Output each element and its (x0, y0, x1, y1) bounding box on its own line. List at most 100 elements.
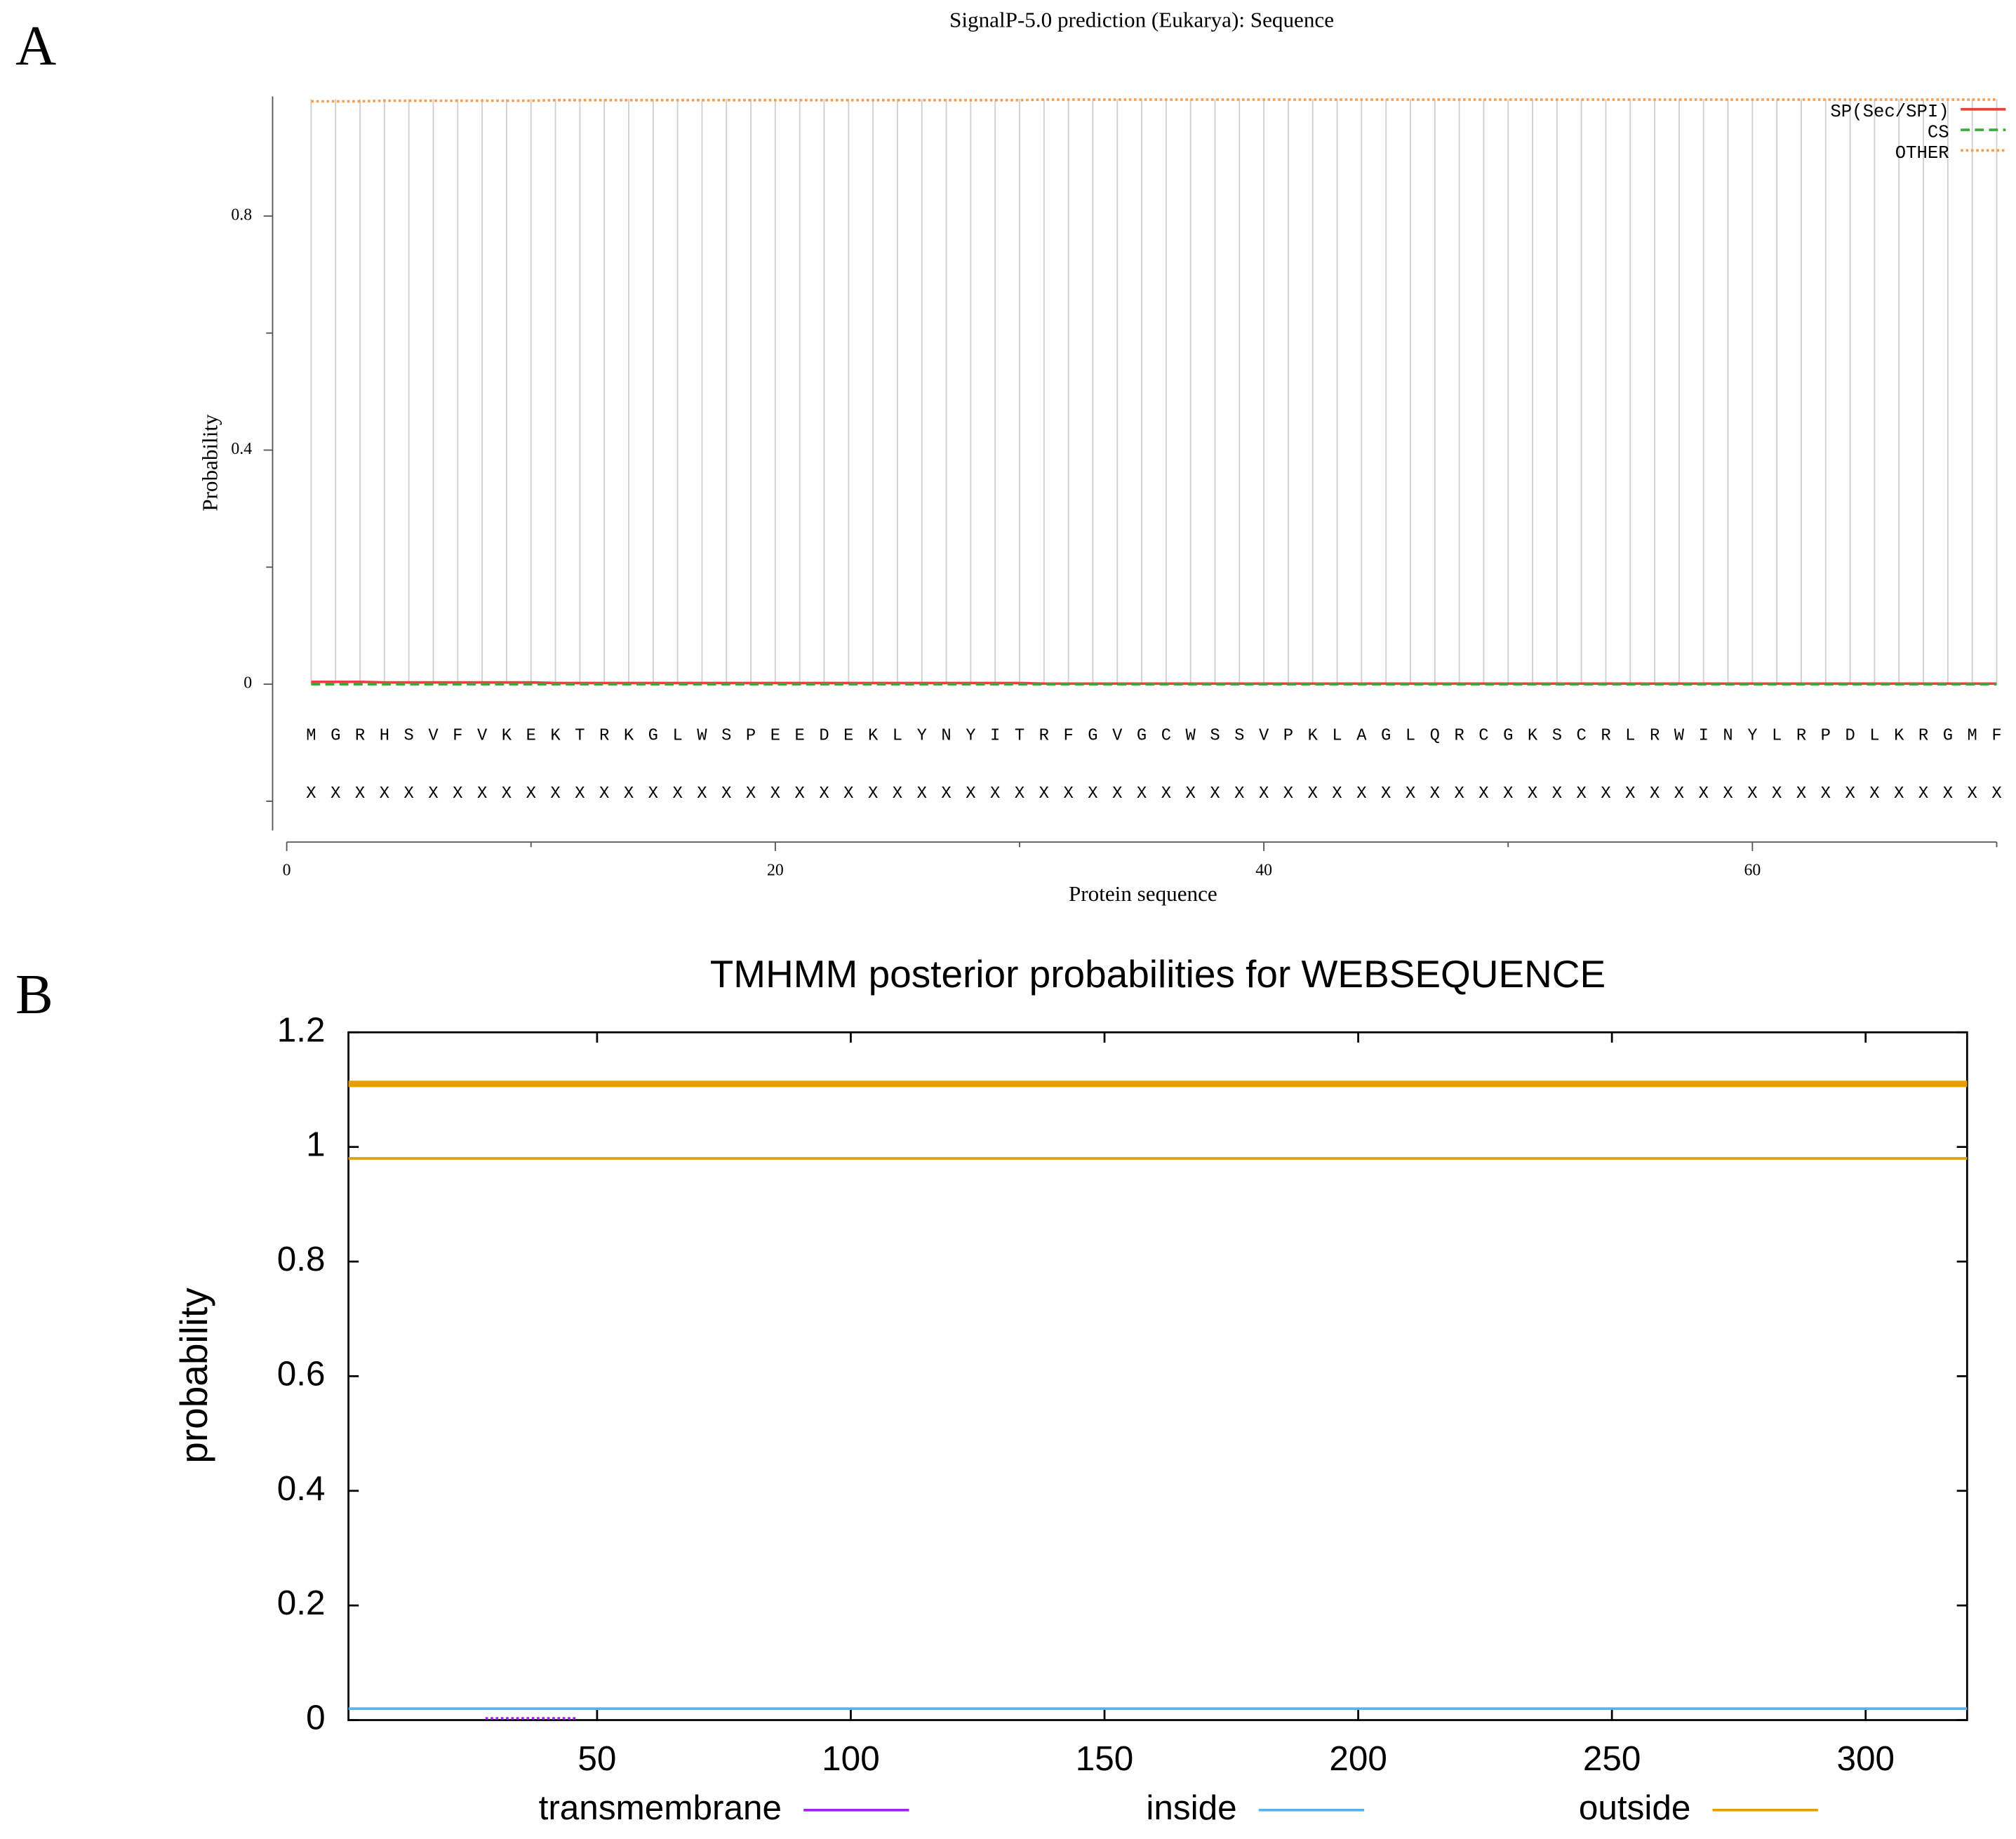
residue: G (648, 726, 658, 745)
series-line (311, 98, 1997, 103)
y-tick-label: 0.4 (231, 440, 252, 458)
residue-annotation: X (453, 784, 462, 803)
residue: S (1552, 726, 1562, 745)
residue-annotation: X (1137, 784, 1147, 803)
residue: E (770, 726, 780, 745)
y-tick-label: 0.2 (277, 1584, 326, 1622)
residue-annotation: X (1674, 784, 1684, 803)
residue: G (331, 726, 340, 745)
residue: V (1259, 726, 1269, 745)
residue-annotation: X (1259, 784, 1269, 803)
residue: G (1137, 726, 1147, 745)
residue-annotation: X (1332, 784, 1342, 803)
residue-annotation: X (355, 784, 365, 803)
residue-annotation: X (893, 784, 902, 803)
y-axis-label: Probability (197, 414, 222, 511)
residue: R (1601, 726, 1610, 745)
residue: R (1039, 726, 1049, 745)
residue-annotation: X (721, 784, 731, 803)
y-tick-label: 0.4 (277, 1469, 326, 1508)
residue: K (1894, 726, 1904, 745)
residue-annotation: X (550, 784, 560, 803)
residue-annotation: X (1430, 784, 1440, 803)
legend-label: SP(Sec/SPI) (1830, 102, 1949, 122)
residue: S (1234, 726, 1244, 745)
residue: G (1943, 726, 1953, 745)
residue: K (502, 726, 512, 745)
residue: V (477, 726, 488, 745)
residue: F (453, 726, 462, 745)
residue-annotation: X (941, 784, 951, 803)
residue-annotation: X (1869, 784, 1879, 803)
x-tick-label: 60 (1744, 862, 1761, 880)
residue: S (404, 726, 414, 745)
legend-label: transmembrane (539, 1788, 782, 1827)
residue: D (1845, 726, 1855, 745)
residue-annotation: X (526, 784, 536, 803)
legend-label: CS (1928, 123, 1949, 143)
residue-annotation: X (1186, 784, 1196, 803)
residue: N (1723, 726, 1733, 745)
residue: T (1015, 726, 1024, 745)
legend-label: outside (1579, 1788, 1691, 1827)
residue: L (1869, 726, 1879, 745)
residue-annotation: X (331, 784, 340, 803)
residue: L (1406, 726, 1415, 745)
residue: W (697, 726, 707, 745)
residue-annotation: X (1968, 784, 1977, 803)
residue-annotation: X (1650, 784, 1660, 803)
residue: P (1821, 726, 1831, 745)
residue: E (795, 726, 805, 745)
y-tick-label: 0.6 (277, 1354, 326, 1393)
x-tick-label: 20 (767, 862, 784, 880)
residue: L (893, 726, 902, 745)
residue: L (1625, 726, 1635, 745)
residue-annotation: X (1454, 784, 1464, 803)
residue: P (746, 726, 756, 745)
x-tick-label: 40 (1255, 862, 1272, 880)
plot-frame (347, 1031, 1968, 1721)
residue-annotation: X (1356, 784, 1366, 803)
residue: A (1356, 726, 1367, 745)
residue: H (380, 726, 389, 745)
residue: L (672, 726, 682, 745)
residue: E (843, 726, 853, 745)
residue: L (1332, 726, 1342, 745)
residue-annotation: X (1918, 784, 1928, 803)
residue: R (1796, 726, 1806, 745)
residue-annotation: X (380, 784, 389, 803)
x-tick-label: 100 (822, 1739, 880, 1778)
residue: C (1478, 726, 1488, 745)
residue-annotation: X (1308, 784, 1318, 803)
residue-annotation: X (1821, 784, 1831, 803)
residue-annotation: X (599, 784, 609, 803)
residue: E (526, 726, 536, 745)
residue: F (1063, 726, 1073, 745)
residue-annotation: X (868, 784, 878, 803)
residue-annotation: X (477, 784, 487, 803)
residue: G (1381, 726, 1391, 745)
residue-annotation: X (917, 784, 927, 803)
residue-annotation: X (819, 784, 829, 803)
panel-label: B (15, 963, 53, 1026)
residue-annotation: X (795, 784, 805, 803)
residue: T (575, 726, 585, 745)
residue-annotation: X (1015, 784, 1024, 803)
residue: R (1650, 726, 1660, 745)
residue: K (624, 726, 634, 745)
residue: R (599, 726, 609, 745)
x-tick-label: 200 (1329, 1739, 1387, 1778)
residue-annotation: X (428, 784, 438, 803)
residue: C (1161, 726, 1171, 745)
residue: K (1528, 726, 1538, 745)
residue: R (1454, 726, 1464, 745)
chart-title: SignalP-5.0 prediction (Eukarya): Sequen… (949, 7, 1334, 32)
y-tick-label: 1 (306, 1125, 326, 1164)
residue: D (819, 726, 829, 745)
residue-annotation: X (1894, 784, 1904, 803)
residue-annotation: X (1845, 784, 1855, 803)
legend-label: OTHER (1895, 143, 1949, 163)
residue-annotation: X (746, 784, 756, 803)
